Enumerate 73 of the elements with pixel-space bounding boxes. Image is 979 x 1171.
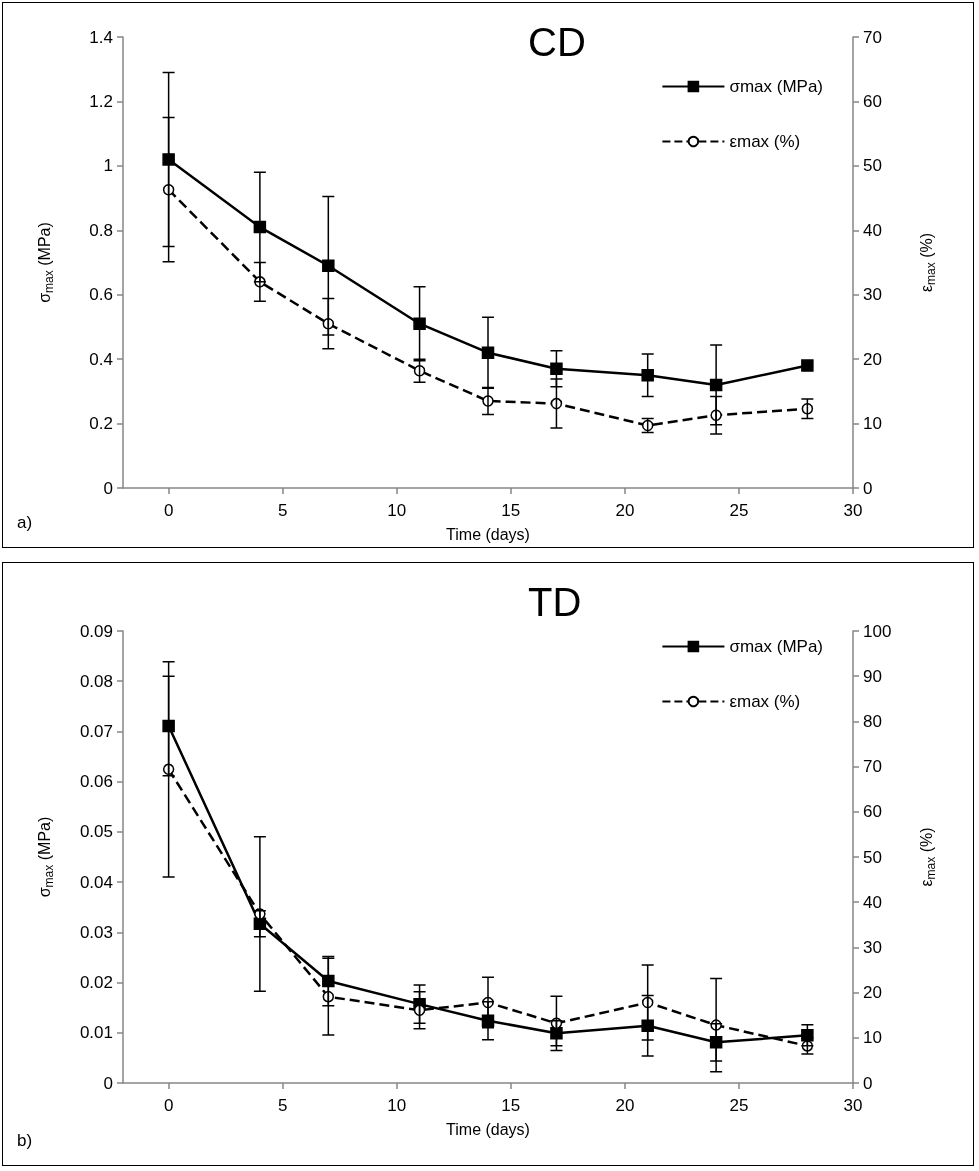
- y-tick-label: 0: [103, 1073, 113, 1093]
- point: [641, 369, 654, 382]
- legend-label: εmax (%): [729, 132, 801, 151]
- y2-tick-label: 40: [863, 892, 882, 912]
- legend-label: σmax (MPa): [729, 77, 823, 96]
- chart-title: CD: [528, 20, 586, 64]
- y2-tick-label: 20: [863, 983, 882, 1003]
- y-tick-label: 0.01: [79, 1023, 113, 1043]
- y2-tick-label: 80: [863, 711, 882, 731]
- y-tick-label: 1: [103, 156, 113, 176]
- x-tick-label: 5: [277, 501, 288, 520]
- legend-label: εmax (%): [729, 692, 801, 711]
- x-tick-label: 0: [163, 501, 174, 520]
- legend-label: σmax (MPa): [729, 637, 823, 656]
- y2-tick-label: 50: [863, 156, 882, 176]
- x-tick-label: 20: [615, 1096, 635, 1115]
- point: [322, 974, 335, 988]
- y2-tick-label: 60: [863, 802, 882, 822]
- y2-tick-label: 70: [863, 757, 882, 777]
- point: [413, 317, 426, 330]
- y-tick-label: 0: [103, 478, 113, 498]
- text: a): [17, 513, 33, 532]
- y-tick-label: 0.02: [79, 973, 113, 993]
- y-axis-title: σmax (MPa): [35, 816, 56, 898]
- y2-tick-label: 10: [863, 1028, 882, 1048]
- y2-tick-label: 40: [863, 220, 882, 240]
- text: b): [17, 1131, 33, 1150]
- x-tick-label: 30: [843, 501, 863, 520]
- x-tick-label: 10: [387, 1096, 407, 1115]
- x-tick-label: 30: [843, 1096, 863, 1115]
- y-tick-label: 0.6: [89, 285, 113, 305]
- y-tick-label: 0.03: [79, 922, 113, 942]
- y-tick-label: 0.05: [79, 822, 113, 842]
- y2-tick-label: 30: [863, 937, 882, 957]
- y-tick-label: 1.4: [89, 27, 113, 47]
- y-tick-label: 1.2: [89, 91, 113, 111]
- y2-tick-label: 60: [863, 91, 882, 111]
- y-tick-label: 0.04: [79, 872, 113, 892]
- point: [162, 153, 175, 166]
- chart-title: TD: [528, 580, 582, 624]
- x-tick-label: 20: [615, 501, 635, 520]
- y-tick-label: 0.07: [79, 721, 113, 741]
- x-tick-label: 25: [729, 1096, 749, 1115]
- x-axis-title: Time (days): [446, 1120, 530, 1138]
- y2-tick-label: 0: [863, 1073, 873, 1093]
- x-tick-label: 10: [387, 501, 407, 520]
- x-axis-title: Time (days): [446, 525, 530, 543]
- y2-tick-label: 0: [863, 478, 873, 498]
- y-tick-label: 0.8: [89, 220, 113, 240]
- y-axis-title: σmax (MPa): [35, 222, 56, 303]
- y2-tick-label: 90: [863, 666, 882, 686]
- y2-tick-label: 100: [863, 621, 892, 641]
- y2-axis-title: εmax (%): [917, 827, 938, 887]
- y2-axis-title: εmax (%): [917, 232, 938, 293]
- y2-tick-label: 30: [863, 285, 882, 305]
- point: [162, 719, 175, 733]
- y2-tick-label: 10: [863, 414, 882, 434]
- x-tick-label: 15: [501, 1096, 521, 1115]
- x-tick-label: 5: [277, 1096, 288, 1115]
- point: [322, 259, 335, 272]
- y-tick-label: 0.4: [89, 349, 113, 369]
- y2-tick-label: 20: [863, 349, 882, 369]
- point: [801, 359, 814, 372]
- y2-tick-label: 50: [863, 847, 882, 867]
- y2-tick-label: 70: [863, 27, 882, 47]
- point: [641, 1019, 654, 1032]
- y-tick-label: 0.06: [79, 772, 113, 792]
- x-tick-label: 25: [729, 501, 749, 520]
- x-tick-label: 15: [501, 501, 521, 520]
- x-tick-label: 0: [163, 1096, 174, 1115]
- y-tick-label: 0.2: [89, 414, 113, 434]
- y-tick-label: 0.08: [79, 671, 113, 691]
- y-tick-label: 0.09: [79, 621, 113, 641]
